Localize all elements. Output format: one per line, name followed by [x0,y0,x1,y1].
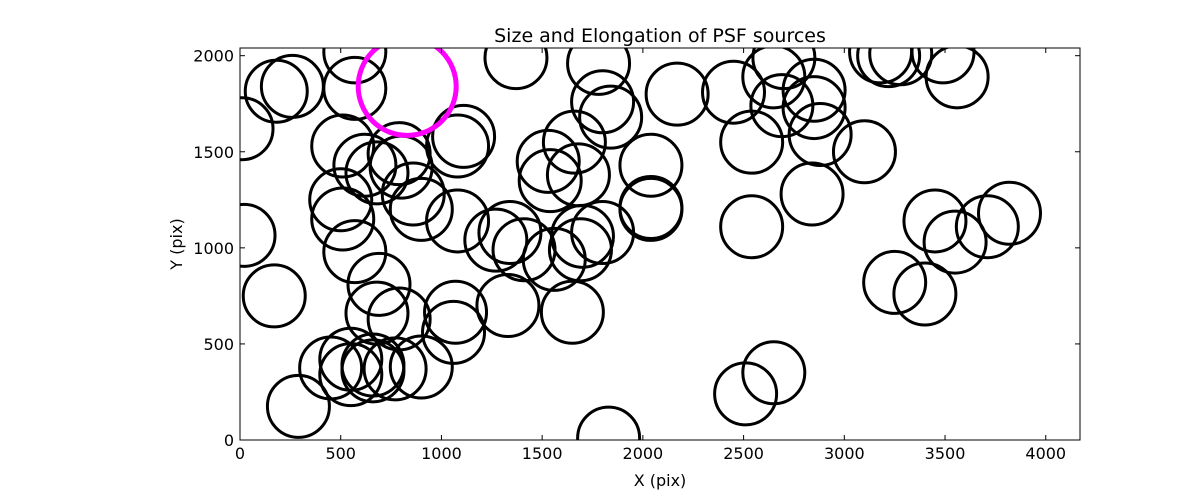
source-marker [701,59,767,125]
source-marker [644,61,710,127]
source-marker [362,336,428,402]
plot-frame [239,47,1081,441]
source-marker [332,132,398,198]
y-axis: 0 500 1000 1500 2000 [193,47,1080,450]
source-marker [463,207,529,273]
chart-title: Size and Elongation of PSF sources [494,25,826,47]
highlighted-source-marker [355,48,459,138]
source-marker [741,340,807,406]
source-marker [322,55,388,121]
source-marker [308,167,374,233]
source-marker [240,96,275,162]
x-tick-label: 2000 [623,444,664,463]
x-tick-label: 3000 [824,444,865,463]
source-marker [618,132,684,198]
source-marker [344,140,410,206]
x-tick-label: 1500 [522,444,563,463]
source-marker [423,279,489,345]
y-tick-label: 0 [224,431,234,450]
source-marker [902,188,968,254]
x-axis: 0 500 1000 1500 2000 2500 3000 3500 4000 [235,48,1066,463]
source-marker [566,48,632,96]
source-marker [322,219,388,285]
source-marker [322,48,388,85]
y-tick-label: 2000 [193,47,234,66]
source-marker [831,119,897,185]
source-marker [924,48,990,110]
source-marker [483,48,549,91]
x-tick-label: 1000 [421,444,462,463]
x-tick-label: 2500 [723,444,764,463]
source-marker [421,299,487,365]
source-marker [240,202,277,268]
source-marker [922,209,988,275]
source-marker [241,263,307,329]
source-marker [862,249,928,315]
source-marker [892,261,958,327]
source-marker [475,272,541,338]
source-marker [310,113,376,179]
markers-group [240,48,1042,440]
x-tick-label: 4000 [1025,444,1066,463]
source-marker [388,176,454,242]
source-marker [618,174,684,240]
source-marker [346,251,412,317]
source-marker [366,286,432,352]
source-marker [576,405,642,440]
source-marker [265,373,331,439]
source-marker [578,84,644,150]
source-marker [856,48,922,89]
source-marker [781,75,847,141]
source-marker [515,128,581,194]
y-tick-label: 1000 [193,239,234,258]
source-marker [868,48,934,87]
source-marker [340,338,406,404]
source-marker [787,101,853,167]
x-tick-label: 0 [235,444,245,463]
x-tick-label: 500 [325,444,356,463]
source-marker [549,203,615,269]
source-marker [976,180,1042,246]
source-marker [431,103,497,169]
source-marker [954,194,1020,260]
x-tick-label: 3500 [925,444,966,463]
source-marker [570,69,636,135]
source-marker [719,194,785,260]
source-marker [517,148,583,214]
y-tick-label: 1500 [193,143,234,162]
source-marker [781,57,847,123]
y-axis-label: Y (pix) [167,218,186,270]
y-tick-label: 500 [203,335,234,354]
source-marker [425,113,491,179]
source-marker [425,188,491,254]
x-axis-label: X (pix) [634,471,687,490]
